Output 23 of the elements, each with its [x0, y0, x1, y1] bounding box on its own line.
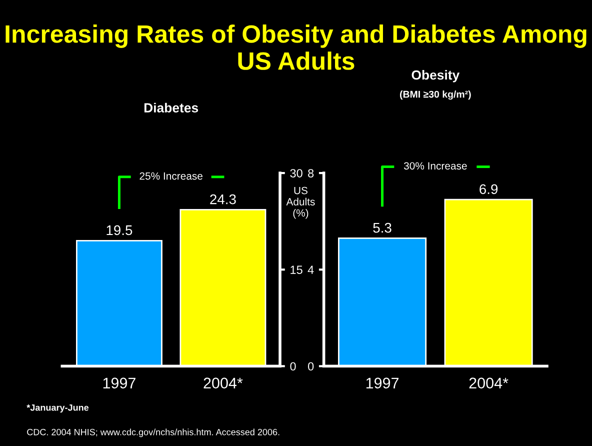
y-tick-label: 4	[308, 266, 314, 274]
data-label: 19.5	[106, 225, 132, 236]
text: CDC. 2004 NHIS; www.cdc.gov/nchs/nhis.htm. Accessed 2006.	[27, 428, 280, 438]
y-tick-label: 0	[308, 362, 314, 371]
text: *January-June	[26, 404, 89, 413]
data-label: 24.3	[210, 194, 236, 204]
annotation: 25% Increase	[140, 172, 202, 180]
x-tick-label: 1997	[366, 378, 399, 388]
y-axis-title: US Adults (%)	[286, 186, 315, 219]
text: 30% Increase	[404, 162, 467, 170]
data-label: 5.3	[373, 222, 392, 233]
chart-title: Diabetes	[144, 102, 198, 113]
y-tick-label: 0	[290, 362, 296, 371]
x-tick-label: 1997	[103, 378, 136, 388]
text: Increasing Rates of Obesity and Diabetes Among US Adults	[6, 24, 586, 70]
y-tick-label: 8	[308, 169, 314, 178]
x-tick-label: 2004*	[469, 378, 508, 388]
chart-subtitle: (BMI ≥30 kg/m²)	[400, 90, 471, 100]
data-label: 6.9	[480, 184, 498, 194]
y-tick-label: 15	[290, 266, 302, 274]
x-tick-label: 2004*	[204, 378, 243, 388]
y-tick-label: 30	[290, 169, 302, 178]
chart-title: Obesity	[412, 70, 460, 82]
